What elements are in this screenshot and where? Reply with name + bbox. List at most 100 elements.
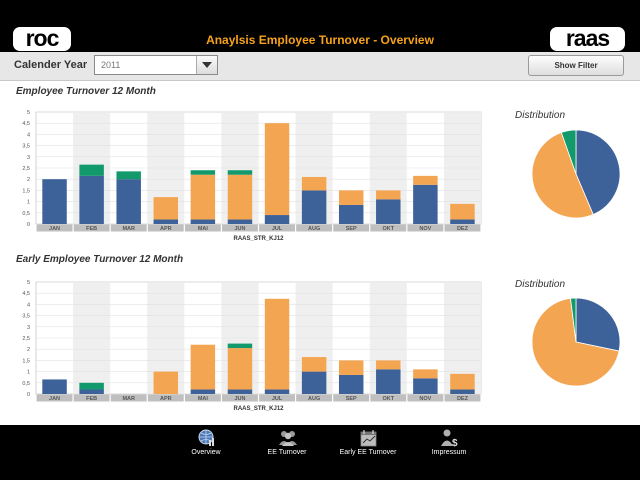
- bar-segment: [190, 174, 216, 220]
- x-tick-label: MAR: [122, 226, 135, 232]
- pie-slice: [575, 129, 621, 216]
- x-tick-label: FEB: [86, 226, 97, 232]
- y-tick-label: 2,5: [22, 166, 30, 172]
- bar-segment: [413, 184, 438, 224]
- x-tick-bg: [147, 224, 184, 232]
- pie-slice: [575, 297, 621, 352]
- x-tick-bg: [370, 224, 407, 232]
- x-tick-label: JUL: [272, 226, 283, 232]
- x-tick-bg: [296, 394, 333, 402]
- svg-text:$: $: [452, 438, 458, 448]
- y-tick-label: 0: [27, 392, 30, 398]
- bar-segment: [413, 378, 438, 394]
- x-tick-label: MAI: [198, 396, 209, 402]
- bar-segment: [376, 190, 401, 200]
- show-filter-button[interactable]: Show Filter: [528, 55, 624, 76]
- x-tick-label: DEZ: [457, 396, 469, 402]
- chart2-title: Early Employee Turnover 12 Month: [16, 254, 184, 265]
- people-icon: [279, 431, 297, 446]
- x-tick-bg: [296, 224, 333, 232]
- x-tick-bg: [222, 224, 258, 232]
- y-tick-label: 2: [27, 177, 30, 183]
- bar-segment: [338, 204, 364, 224]
- calendar-year-value: 2011: [101, 60, 121, 70]
- person-dollar-icon: $: [441, 429, 458, 448]
- x-tick-bg: [147, 394, 184, 402]
- y-tick-label: 3: [27, 325, 30, 331]
- y-tick-label: 1,5: [22, 188, 30, 194]
- bar-segment: [227, 389, 253, 394]
- x-tick-label: JAN: [49, 226, 60, 232]
- bar-segment: [153, 197, 179, 220]
- page-title: Anaylsis Employee Turnover - Overview: [206, 33, 434, 47]
- x-tick-bg: [333, 394, 370, 402]
- x-tick-label: FEB: [86, 396, 97, 402]
- pie-slice: [531, 131, 594, 219]
- bar-segment: [338, 360, 364, 375]
- y-tick-label: 0: [27, 222, 30, 228]
- turnover-bar-chart: 0 0,5 1 1,5 2 2,5 3 3,5 4 4,5 5 JAN FEB MAR APR MAI JUN J…: [22, 110, 482, 242]
- bar-segment: [153, 219, 179, 224]
- bar-segment: [264, 123, 290, 216]
- nav-early-ee-turnover-label: Early EE Turnover: [339, 449, 397, 456]
- bar-segment: [190, 389, 216, 394]
- bar-segment: [42, 379, 67, 394]
- y-tick-label: 4: [27, 302, 30, 308]
- x-tick-bg: [222, 394, 258, 402]
- x-tick-label: APR: [160, 396, 172, 402]
- bar-segment: [264, 389, 290, 394]
- x-tick-bg: [73, 224, 110, 232]
- x-tick-label: JAN: [49, 396, 60, 402]
- nav-overview-label: Overview: [191, 449, 221, 456]
- bar-segment: [190, 344, 216, 390]
- x-tick-bg: [370, 394, 407, 402]
- x-tick-bg: [73, 394, 110, 402]
- x-tick-bg: [36, 224, 73, 232]
- y-tick-label: 3,5: [22, 314, 30, 320]
- nav-impressum[interactable]: $ Impressum: [404, 427, 494, 457]
- bar-segment: [338, 374, 364, 394]
- x-tick-label: AUG: [308, 396, 320, 402]
- dropdown-arrow-icon[interactable]: [196, 56, 217, 74]
- bar-segment: [42, 179, 67, 224]
- y-tick-label: 2: [27, 347, 30, 353]
- bar-segment: [301, 190, 327, 224]
- bar-segment: [116, 179, 141, 224]
- nav-early-ee-turnover[interactable]: Early EE Turnover: [323, 427, 413, 457]
- bar-segment: [450, 373, 475, 390]
- nav-ee-turnover[interactable]: EE Turnover: [242, 427, 332, 457]
- bar-segment: [79, 389, 104, 394]
- x-tick-label: NOV: [419, 396, 431, 402]
- x-tick-bg: [444, 394, 481, 402]
- calendar-year-select[interactable]: 2011: [94, 55, 218, 75]
- bar-segment: [413, 175, 438, 185]
- turnover-distribution-pie: [531, 129, 621, 219]
- x-tick-bg: [407, 394, 444, 402]
- bar-segment: [338, 190, 364, 205]
- calendar-year-label: Calender Year: [14, 59, 88, 71]
- x-tick-label: MAI: [198, 226, 209, 232]
- x-tick-bg: [333, 224, 370, 232]
- bar-segment: [227, 343, 253, 349]
- bar-segment: [116, 171, 141, 180]
- x-tick-bg: [407, 224, 444, 232]
- x-tick-label: DEZ: [457, 226, 469, 232]
- bar-segment: [450, 219, 475, 224]
- early-turnover-bar-chart: 0 0,5 1 1,5 2 2,5 3 3,5 4 4,5 5 JAN FEB MAR APR MAI JUN J…: [22, 280, 482, 412]
- y-tick-label: 3: [27, 155, 30, 161]
- x-tick-label: OKT: [382, 226, 394, 232]
- chart1-title: Employee Turnover 12 Month: [16, 86, 156, 97]
- x-tick-bg: [259, 394, 295, 402]
- globe-chart-icon: [198, 429, 214, 446]
- bar-segment: [301, 176, 327, 191]
- x-tick-bg: [184, 224, 221, 232]
- bar-segment: [264, 298, 290, 390]
- bottom-navigation: Overview EE Turnover Early EE Turnover $…: [0, 425, 640, 458]
- nav-overview[interactable]: Overview: [161, 427, 251, 457]
- y-tick-label: 5: [27, 110, 30, 116]
- x-tick-label: JUN: [234, 226, 245, 232]
- x-tick-label: NOV: [419, 226, 431, 232]
- bar-segment: [376, 369, 401, 394]
- bar-segment: [376, 199, 401, 224]
- x-tick-label: SEP: [346, 396, 357, 402]
